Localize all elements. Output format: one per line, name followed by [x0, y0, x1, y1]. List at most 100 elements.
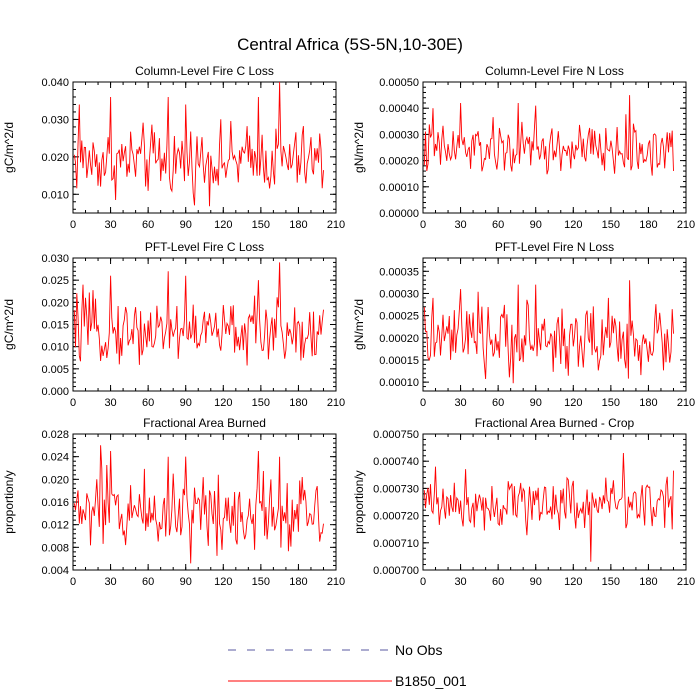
- y-tick-label: 0.000: [41, 386, 69, 398]
- y-tick-label: 0.016: [41, 497, 69, 509]
- y-tick-label: 0.000750: [373, 429, 419, 441]
- x-tick-label: 90: [530, 219, 542, 231]
- x-tick-label: 180: [289, 576, 307, 588]
- x-tick-label: 60: [142, 397, 154, 409]
- panels: Column-Level Fire C Loss gC/m^2/d 0 30 60 90 1…: [2, 64, 695, 588]
- series-line-b1850: [73, 262, 324, 366]
- x-tick-label: 90: [530, 576, 542, 588]
- y-tick-label: 0.015: [41, 320, 69, 332]
- panel-4: PFT-Level Fire N Loss gN/m^2/d 0 30 60 90 120 1…: [352, 240, 695, 409]
- x-tick-label: 60: [142, 576, 154, 588]
- y-axis-label: gN/m^2/d: [352, 299, 366, 350]
- y-tick-label: 0.00040: [379, 103, 419, 115]
- plot-frame: [422, 81, 687, 214]
- y-tick-label: 0.00030: [379, 288, 419, 300]
- y-tick-label: 0.030: [41, 114, 69, 126]
- panel-title: Column-Level Fire C Loss: [135, 64, 274, 78]
- x-tick-label: 30: [104, 576, 116, 588]
- x-tick-label: 210: [327, 397, 345, 409]
- x-tick-label: 60: [492, 397, 504, 409]
- x-tick-label: 180: [639, 576, 657, 588]
- x-tick-label: 90: [180, 397, 192, 409]
- y-tick-label: 0.010: [41, 189, 69, 201]
- x-tick-label: 150: [602, 397, 620, 409]
- x-tick-label: 210: [327, 219, 345, 231]
- x-tick-label: 180: [639, 397, 657, 409]
- y-axis-label: proportion/y: [352, 470, 366, 533]
- panel-title: Fractional Area Burned: [143, 416, 266, 430]
- y-tick-label: 0.000740: [373, 456, 419, 468]
- y-tick-label: 0.030: [41, 253, 69, 265]
- plot-frame: [422, 433, 687, 571]
- y-tick-label: 0.00010: [379, 182, 419, 194]
- x-tick-label: 120: [564, 397, 582, 409]
- y-tick-label: 0.00025: [379, 311, 419, 323]
- x-tick-label: 90: [180, 576, 192, 588]
- y-tick-label: 0.00000: [379, 208, 419, 220]
- x-tick-label: 30: [104, 397, 116, 409]
- panel-title: Column-Level Fire N Loss: [485, 64, 624, 78]
- panel-5: Fractional Area Burned proportion/y 0 30 60 9…: [2, 416, 345, 588]
- x-tick-label: 150: [252, 219, 270, 231]
- y-axis-label: proportion/y: [2, 470, 16, 533]
- y-tick-label: 0.012: [41, 520, 69, 532]
- y-tick-label: 0.000710: [373, 538, 419, 550]
- x-tick-label: 30: [454, 576, 466, 588]
- x-tick-label: 210: [677, 219, 695, 231]
- x-tick-label: 60: [492, 576, 504, 588]
- legend: No Obs B1850_001: [228, 642, 467, 689]
- y-tick-label: 0.004: [41, 565, 69, 577]
- series-line-b1850: [73, 81, 324, 207]
- y-tick-label: 0.00050: [379, 77, 419, 89]
- x-tick-label: 30: [454, 397, 466, 409]
- x-tick-label: 60: [492, 219, 504, 231]
- x-tick-label: 180: [289, 219, 307, 231]
- y-tick-label: 0.024: [41, 452, 69, 464]
- y-tick-label: 0.00020: [379, 333, 419, 345]
- y-axis-label: gN/m^2/d: [352, 122, 366, 173]
- x-tick-label: 0: [70, 576, 76, 588]
- x-tick-label: 90: [530, 397, 542, 409]
- y-tick-label: 0.040: [41, 77, 69, 89]
- y-axis-label: gC/m^2/d: [2, 122, 16, 173]
- panel-6: Fractional Area Burned - Crop proportion/…: [352, 416, 695, 588]
- x-tick-label: 0: [420, 576, 426, 588]
- x-tick-label: 0: [420, 219, 426, 231]
- x-tick-label: 180: [639, 219, 657, 231]
- y-tick-label: 0.000700: [373, 565, 419, 577]
- x-tick-label: 210: [677, 576, 695, 588]
- x-tick-label: 180: [289, 397, 307, 409]
- panel-title: PFT-Level Fire N Loss: [495, 240, 614, 254]
- x-tick-label: 120: [214, 219, 232, 231]
- series-line-b1850: [73, 445, 324, 564]
- x-tick-label: 150: [252, 397, 270, 409]
- figure-title: Central Africa (5S-5N,10-30E): [237, 35, 463, 54]
- x-tick-label: 120: [564, 576, 582, 588]
- x-tick-label: 0: [420, 397, 426, 409]
- y-axis-label: gC/m^2/d: [2, 299, 16, 350]
- x-tick-label: 150: [602, 219, 620, 231]
- y-tick-label: 0.00020: [379, 156, 419, 168]
- panel-1: Column-Level Fire C Loss gC/m^2/d 0 30 60 90 1…: [2, 64, 345, 231]
- x-tick-label: 120: [214, 397, 232, 409]
- y-tick-label: 0.020: [41, 152, 69, 164]
- plot-frame: [72, 81, 337, 214]
- x-tick-label: 30: [104, 219, 116, 231]
- plot-frame: [422, 257, 687, 392]
- y-tick-label: 0.020: [41, 297, 69, 309]
- y-tick-label: 0.010: [41, 342, 69, 354]
- y-tick-label: 0.000730: [373, 483, 419, 495]
- y-tick-label: 0.005: [41, 364, 69, 376]
- x-tick-label: 120: [564, 219, 582, 231]
- y-tick-label: 0.00030: [379, 129, 419, 141]
- x-tick-label: 60: [142, 219, 154, 231]
- x-tick-label: 210: [327, 576, 345, 588]
- x-tick-label: 30: [454, 219, 466, 231]
- x-tick-label: 210: [677, 397, 695, 409]
- x-tick-label: 150: [252, 576, 270, 588]
- panel-title: Fractional Area Burned - Crop: [475, 416, 635, 430]
- y-tick-label: 0.025: [41, 275, 69, 287]
- panel-title: PFT-Level Fire C Loss: [145, 240, 264, 254]
- legend-label-no-obs: No Obs: [395, 642, 442, 658]
- x-tick-label: 0: [70, 219, 76, 231]
